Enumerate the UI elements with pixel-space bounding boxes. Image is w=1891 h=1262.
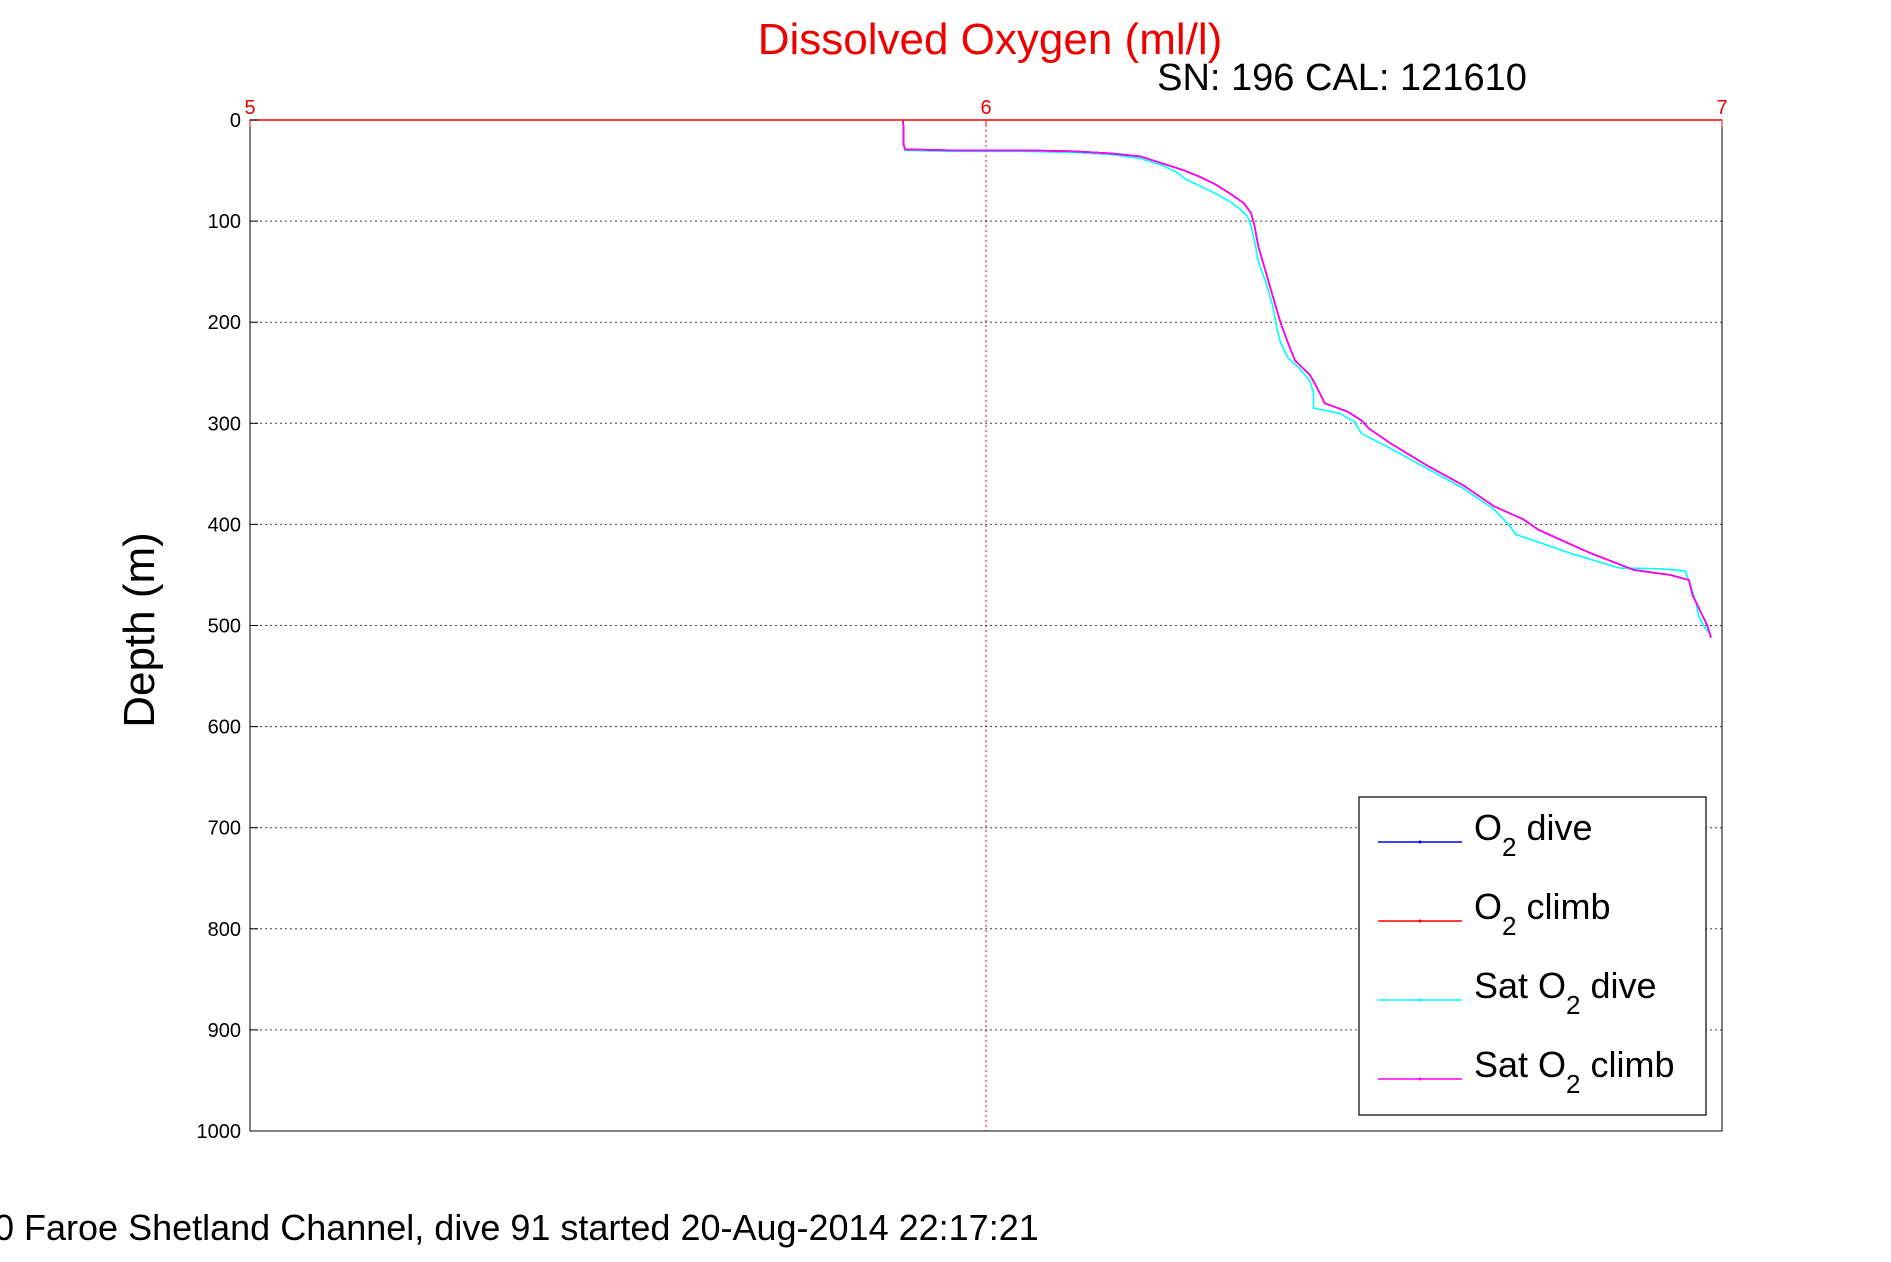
legend-marker	[1418, 1077, 1422, 1081]
y-tick-label: 0	[230, 110, 241, 132]
legend-marker	[1418, 840, 1422, 844]
legend-box	[1358, 796, 1707, 1116]
y-axis-ticks: 0 100 200 300 400 500 600 700 800 900 1000	[197, 110, 258, 1143]
y-tick-label: 900	[208, 1020, 241, 1042]
legend-marker	[1418, 919, 1422, 923]
y-tick-label: 800	[208, 919, 241, 941]
chart-subtitle: SN: 196 CAL: 121610	[1157, 57, 1527, 99]
x-tick-label: 6	[980, 97, 991, 119]
x-tick-label: 5	[244, 97, 255, 119]
legend-label-o2-climb: O2 climb	[1474, 886, 1611, 941]
y-tick-label: 1000	[197, 1121, 242, 1143]
y-tick-label: 500	[208, 616, 241, 638]
y-tick-label: 400	[208, 514, 241, 536]
x-axis-ticks: 5 6 7	[244, 97, 1728, 127]
legend: O2 dive O2 climb Sat O2 dive Sat O2 climb	[1358, 796, 1707, 1116]
y-axis-label: Depth (m)	[115, 532, 164, 728]
x-tick-label: 7	[1716, 97, 1727, 119]
y-tick-label: 300	[208, 413, 241, 435]
y-tick-label: 200	[208, 312, 241, 334]
y-tick-label: 700	[208, 818, 241, 840]
legend-label-sat-o2-climb: Sat O2 climb	[1474, 1044, 1675, 1099]
y-tick-label: 600	[208, 717, 241, 739]
y-tick-label: 100	[208, 211, 241, 233]
legend-marker	[1418, 998, 1422, 1002]
legend-label-sat-o2-dive: Sat O2 dive	[1474, 965, 1657, 1020]
series-layer	[902, 119, 1712, 638]
series-sat-o2-dive	[902, 119, 1712, 637]
legend-label-o2-dive: O2 dive	[1474, 807, 1593, 862]
chart-footer: 0 Faroe Shetland Channel, dive 91 starte…	[0, 1207, 1039, 1248]
series-sat-o2-climb	[902, 119, 1712, 638]
chart-title: Dissolved Oxygen (ml/l)	[758, 15, 1223, 64]
